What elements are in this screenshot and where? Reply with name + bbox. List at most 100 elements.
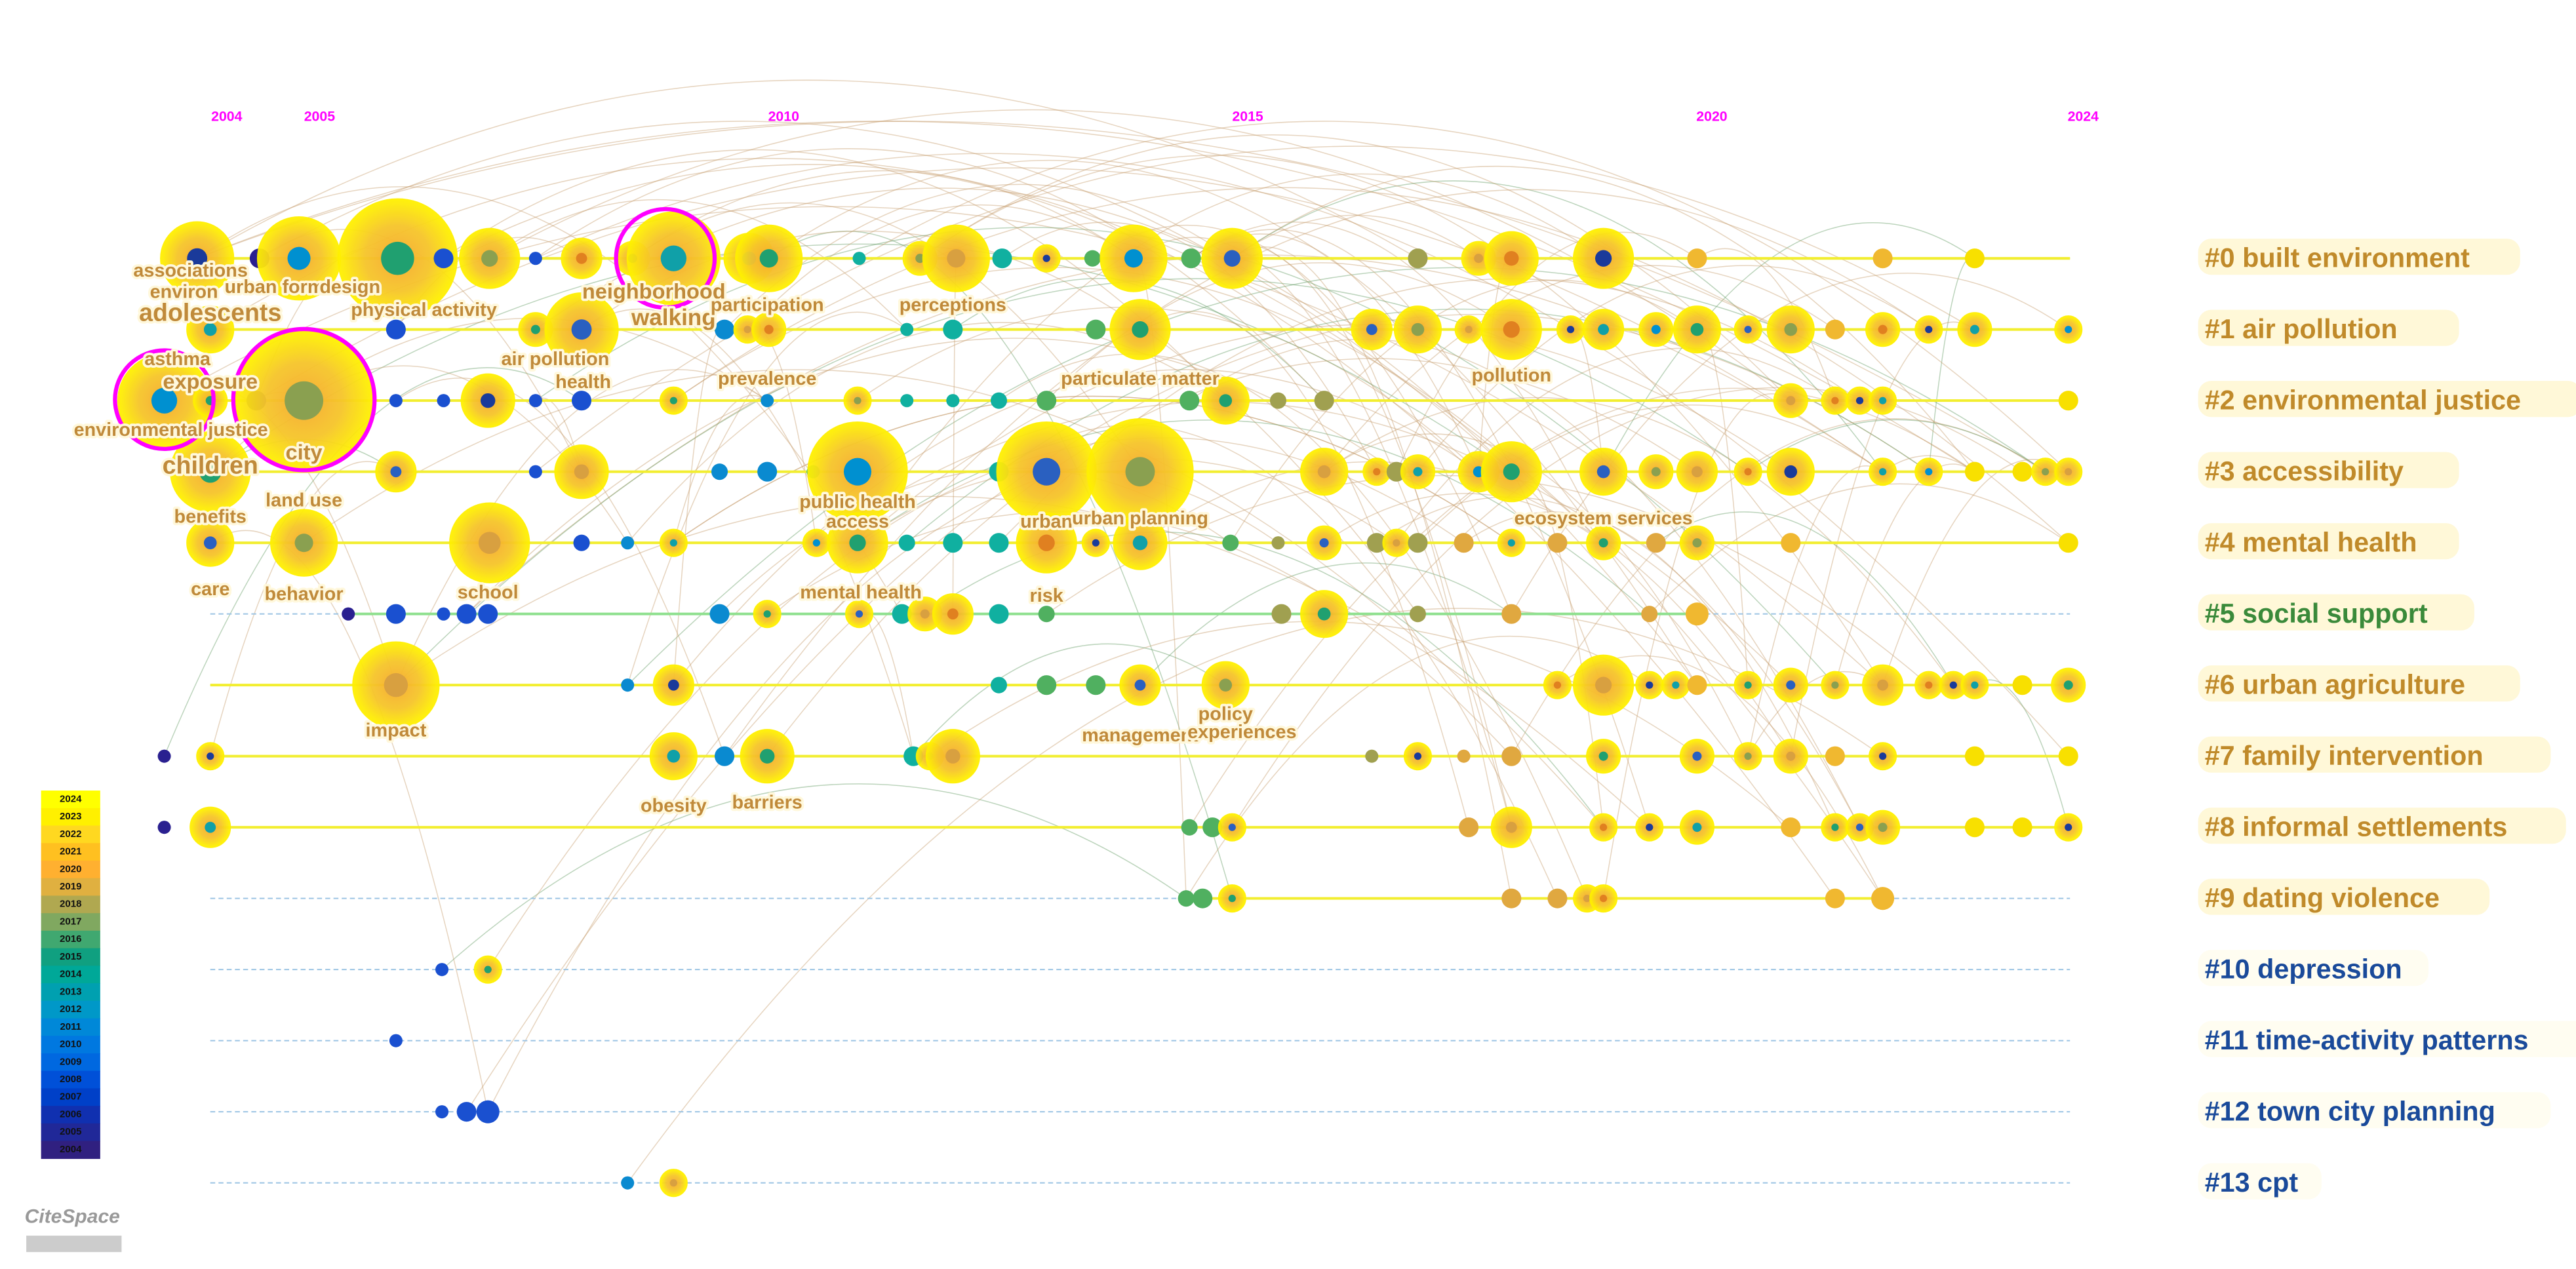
legend-label: 2017 (60, 916, 81, 927)
node-core (187, 248, 208, 269)
link (1928, 256, 1975, 472)
legend-band (41, 860, 100, 879)
node (437, 607, 450, 621)
legend-band (41, 913, 100, 931)
legend-band (41, 895, 100, 914)
link (1417, 265, 1930, 473)
node-core (812, 539, 820, 547)
node-core (2065, 823, 2072, 831)
link (535, 148, 1325, 401)
node-core (2065, 468, 2072, 476)
node (478, 604, 498, 624)
cluster-label-bg (2198, 665, 2520, 702)
burst-ring (113, 348, 216, 451)
cluster-label: #2 environmental justice (2205, 385, 2521, 416)
node-core (1366, 324, 1377, 336)
link (673, 369, 1479, 686)
node-core (1092, 539, 1100, 547)
link (857, 307, 1479, 473)
link (1231, 214, 1479, 259)
node (435, 1105, 449, 1119)
legend-band (41, 1053, 100, 1072)
node-core (1878, 324, 1888, 334)
node (2012, 461, 2032, 482)
node-core (480, 393, 496, 408)
link (1834, 463, 1975, 686)
node (621, 678, 635, 692)
node (892, 604, 912, 624)
link (1139, 311, 1469, 828)
node-core (571, 319, 592, 340)
keyword-label: policy (1199, 703, 1253, 724)
legend-band (41, 791, 100, 809)
node-core (478, 532, 501, 555)
node-core (1646, 823, 1654, 831)
node (528, 394, 542, 408)
node-core (1784, 322, 1798, 336)
link (304, 369, 1604, 828)
keyword-label: care (191, 579, 229, 600)
node-core (151, 387, 178, 414)
node-core (1925, 326, 1933, 334)
node-core (1598, 538, 1608, 548)
year-label: 2015 (1232, 108, 1263, 124)
node-core (2063, 680, 2073, 690)
cluster-label: #3 accessibility (2205, 456, 2404, 486)
node (1222, 534, 1239, 551)
node-core (1878, 823, 1888, 832)
node (571, 391, 592, 411)
legend-band (41, 948, 100, 967)
node-core (1219, 394, 1233, 408)
legend-band (41, 966, 100, 984)
link (1133, 237, 1513, 828)
link (197, 121, 2046, 473)
year-label: 2020 (1696, 108, 1727, 124)
node-core (669, 1179, 677, 1187)
node-core (1124, 249, 1143, 268)
keyword-label: urban (1020, 511, 1073, 532)
node-core (1784, 465, 1798, 478)
node-core (1228, 823, 1236, 831)
node (943, 533, 963, 553)
legend-label: 2020 (60, 863, 81, 874)
legend-label: 2012 (60, 1004, 81, 1015)
keyword-label: perceptions (900, 294, 1006, 315)
cluster-label-bg (2198, 1092, 2551, 1129)
node-core (1786, 680, 1796, 690)
node (1366, 533, 1387, 553)
cluster-label-bg (2198, 808, 2566, 844)
keyword-label: public health (799, 492, 916, 513)
node-core (1134, 679, 1146, 691)
legend-band (41, 878, 100, 897)
node-core (1507, 539, 1515, 547)
burst-ring (231, 326, 377, 473)
node (711, 463, 728, 480)
link (1231, 387, 2023, 828)
link (210, 243, 1512, 473)
link (768, 230, 1233, 899)
cluster-label-bg (2198, 1163, 2322, 1200)
node-core (1646, 681, 1654, 689)
legend-label: 2006 (60, 1108, 81, 1120)
node (1179, 391, 1200, 411)
link (395, 377, 725, 756)
node (714, 746, 735, 766)
node-core (1566, 326, 1575, 334)
node (990, 392, 1008, 409)
link (210, 530, 488, 1112)
cluster-label-bg (2198, 736, 2551, 773)
node-core (1474, 254, 1484, 264)
cluster-label-bg (2198, 950, 2428, 986)
node (761, 394, 774, 408)
keyword-label: environ (150, 281, 218, 302)
keyword-label: prevalence (718, 368, 816, 389)
node-core (1599, 895, 1608, 903)
node-core (576, 252, 587, 264)
keyword-label: urban planning (1072, 508, 1208, 529)
node-core (1786, 396, 1796, 406)
legend-band (41, 1106, 100, 1124)
keyword-label: experiences (1187, 722, 1297, 743)
node-core (1598, 751, 1608, 761)
